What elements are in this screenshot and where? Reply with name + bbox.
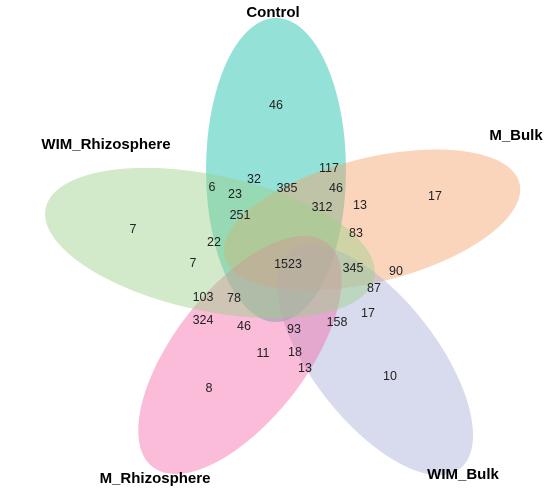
count-region: 158 (327, 315, 348, 329)
set-ellipses (45, 18, 521, 476)
count-wim-bulk-only: 10 (383, 369, 397, 383)
label-wim-bulk: WIM_Bulk (427, 466, 499, 483)
count-region: 345 (343, 261, 364, 275)
ellipse-m-bulk (223, 149, 521, 291)
ellipse-wim-bulk (276, 244, 474, 476)
count-region: 46 (237, 319, 251, 333)
count-region: 17 (361, 306, 375, 320)
count-region: 251 (230, 208, 251, 222)
count-region: 78 (227, 291, 241, 305)
label-m-rhizosphere: M_Rhizosphere (100, 470, 211, 487)
count-region: 324 (193, 313, 214, 327)
count-region: 90 (389, 264, 403, 278)
count-region: 13 (353, 198, 367, 212)
count-region: 93 (287, 322, 301, 336)
count-region: 11 (257, 346, 270, 360)
count-m-rhizosphere-only: 8 (206, 381, 213, 395)
count-wim-rhizosphere-only: 7 (130, 222, 137, 236)
ellipse-wim-rhizosphere (45, 167, 375, 319)
count-region: 385 (277, 181, 298, 195)
count-region: 32 (247, 172, 261, 186)
count-region: 103 (193, 290, 214, 304)
count-all-five: 1523 (274, 257, 302, 271)
count-region: 13 (298, 361, 312, 375)
ellipse-m-rhizosphere (138, 235, 342, 475)
label-m-bulk: M_Bulk (489, 127, 543, 144)
count-region: 312 (312, 200, 333, 214)
count-region: 7 (190, 256, 197, 270)
label-wim-rhizosphere: WIM_Rhizosphere (41, 136, 170, 153)
ellipse-control (206, 18, 346, 322)
count-region: 87 (367, 281, 381, 295)
count-region: 117 (319, 161, 339, 175)
count-region: 18 (288, 345, 302, 359)
label-control: Control (246, 4, 299, 21)
count-region: 83 (349, 226, 363, 240)
count-m-bulk-only: 17 (428, 189, 442, 203)
count-region: 6 (209, 180, 216, 194)
count-region: 23 (228, 187, 242, 201)
count-control-only: 46 (269, 98, 283, 112)
region-counts: 46 17 10 8 7 117 385 32 6 23 251 312 46 … (130, 98, 442, 395)
count-region: 46 (329, 181, 343, 195)
set-labels: Control M_Bulk WIM_Bulk M_Rhizosphere WI… (41, 4, 543, 487)
count-region: 22 (207, 235, 221, 249)
